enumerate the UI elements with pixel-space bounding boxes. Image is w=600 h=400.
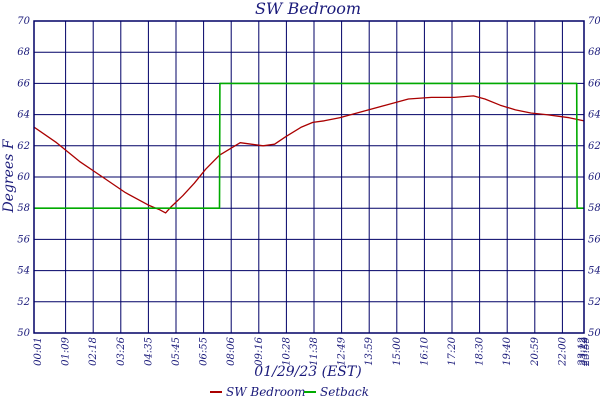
x-tick-label: 12:49 [337,336,348,365]
series-lines [33,82,584,214]
y-tick-label-left: 70 [17,16,30,27]
x-tick-label: 20:59 [530,336,541,366]
y-tick-label-left: 56 [17,234,30,245]
y-tick-label-right: 68 [588,47,600,58]
x-tick-label: 08:06 [226,336,237,365]
x-tick-label: 04:35 [143,337,154,366]
x-tick-label: 10:28 [281,337,292,366]
y-tick-label-right: 52 [588,297,600,308]
y-tick-label-left: 54 [17,266,30,277]
chart-title: SW Bedroom [255,0,361,18]
series-line-sw-bedroom [33,95,584,214]
x-tick-label: 23:22 [579,337,590,367]
legend-sw-bedroom-label: SW Bedroom [226,385,306,399]
y-tick-label-right: 70 [588,16,600,27]
y-tick-label-left: 62 [17,141,30,152]
grid [34,20,584,334]
x-tick-label: 05:45 [171,337,182,366]
y-tick-label-right: 54 [588,266,600,277]
y-tick-label-right: 66 [588,78,600,89]
x-tick-label: 23:59 [581,336,592,366]
y-tick-label-right: 64 [588,110,600,121]
y-tick-label-left: 60 [17,172,30,183]
y-tick-label-left: 68 [17,47,30,58]
x-tick-label: 02:18 [88,337,99,366]
x-tick-label: 09:16 [254,336,265,365]
y-tick-labels: 50 50 52 52 54 54 56 56 58 58 60 60 62 62 64 64 66 66 68 68… [17,16,600,339]
x-tick-label: 00:01 [33,337,44,366]
x-tick-label: 01:09 [61,336,72,365]
y-tick-label-left: 64 [17,110,30,121]
y-tick-label-right: 56 [588,234,600,245]
y-tick-label-left: 66 [17,78,30,89]
y-tick-label-right: 62 [588,141,600,152]
x-axis-label: 01/29/23 (EST) [254,364,361,380]
x-tick-label: 16:10 [419,336,430,365]
y-tick-label-left: 50 [17,328,30,339]
x-tick-label: 06:55 [199,337,210,366]
plot-frame [33,20,585,334]
y-tick-label-right: 50 [588,328,600,339]
y-axis-label: Degrees F [1,138,17,213]
x-tick-label: 22:00 [557,336,568,366]
x-tick-label: 18:30 [475,336,486,365]
x-tick-label: 03:26 [116,336,127,365]
series-line-setback [34,82,584,209]
y-tick-label-right: 60 [588,172,600,183]
y-tick-label-right: 58 [588,203,600,214]
x-tick-label: 15:00 [392,336,403,365]
legend: SW Bedroom Setback [210,385,369,399]
x-tick-label: 13:59 [364,336,375,365]
x-tick-label: 17:20 [447,336,458,365]
x-tick-label: 19:40 [502,336,513,365]
legend-setback-label: Setback [320,385,369,399]
y-tick-label-left: 52 [17,297,30,308]
x-tick-label: 23:12 [577,337,588,367]
y-tick-label-left: 58 [17,203,30,214]
x-tick-labels: 00:01 01:09 02:18 03:26 04:35 05:45 06:55 08:06… [33,336,592,366]
x-tick-label: 11:38 [309,337,320,366]
